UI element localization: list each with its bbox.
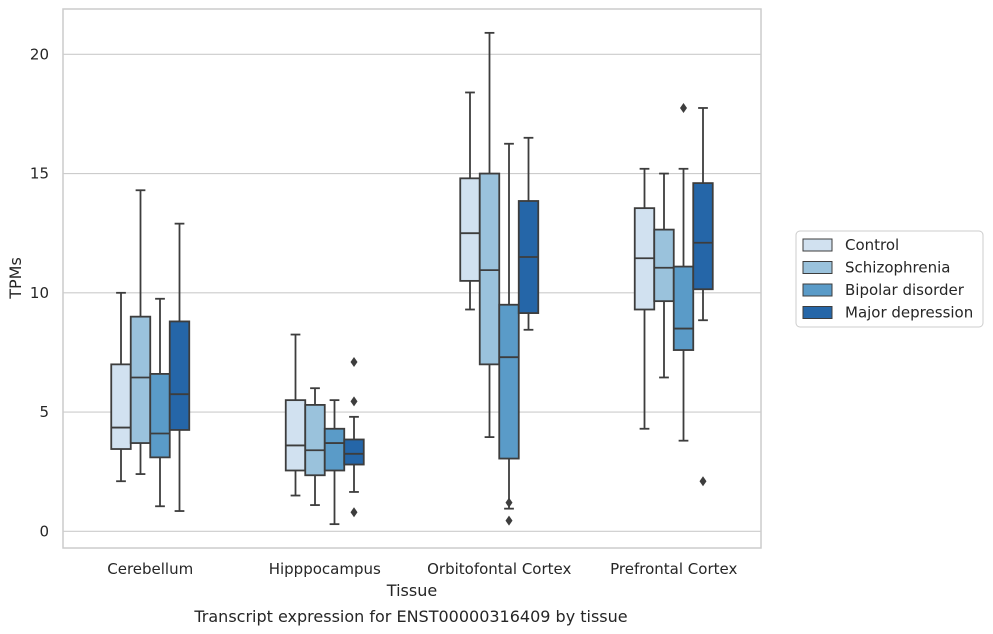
legend-label: Control bbox=[845, 236, 899, 254]
y-tick-label: 10 bbox=[30, 284, 49, 302]
iqr-box bbox=[110, 363, 132, 450]
x-tick-label: Orbitofontal Cortex bbox=[427, 560, 571, 578]
tick-labels: 0 5 10 15 20 Cerebellum Hipppocampus Orbitofont… bbox=[30, 45, 738, 578]
iqr-box bbox=[323, 427, 346, 472]
box-schizophrenia bbox=[653, 172, 675, 379]
box-bipolar-disorder bbox=[149, 297, 171, 508]
box-bipolar-disorder bbox=[323, 399, 346, 526]
x-tick-label: Prefrontal Cortex bbox=[610, 560, 737, 578]
y-tick-label: 20 bbox=[30, 45, 49, 63]
legend-swatch bbox=[802, 238, 833, 252]
iqr-box bbox=[304, 404, 326, 477]
legend-label: Major depression bbox=[845, 304, 973, 322]
iqr-box bbox=[459, 177, 481, 282]
legend-label: Schizophrenia bbox=[845, 259, 950, 277]
legend-label: Bipolar disorder bbox=[845, 281, 965, 299]
x-tick-label: Cerebellum bbox=[107, 560, 193, 578]
outlier-point bbox=[680, 102, 687, 113]
x-tick-label: Hipppocampus bbox=[269, 560, 381, 578]
box-schizophrenia bbox=[129, 189, 152, 475]
outlier-point bbox=[505, 515, 513, 526]
box-control bbox=[284, 333, 307, 497]
iqr-box bbox=[672, 265, 695, 351]
iqr-box bbox=[149, 372, 171, 459]
outlier-point bbox=[699, 476, 707, 487]
box-control bbox=[633, 167, 656, 430]
outlier-point bbox=[350, 356, 358, 367]
box-major-depression bbox=[517, 136, 540, 331]
boxes bbox=[110, 31, 714, 526]
iqr-box bbox=[478, 172, 501, 366]
box-bipolar-disorder bbox=[672, 102, 695, 442]
iqr-box bbox=[168, 320, 191, 431]
box-schizophrenia bbox=[304, 387, 326, 506]
legend-swatch bbox=[802, 306, 833, 319]
y-axis-title: TPMs bbox=[6, 257, 25, 300]
iqr-box bbox=[653, 228, 675, 303]
chart-caption: Transcript expression for ENST0000031640… bbox=[193, 607, 627, 626]
box-major-depression bbox=[343, 356, 365, 518]
x-axis-title: Tissue bbox=[386, 581, 437, 600]
plot-frame bbox=[62, 8, 762, 549]
outlier-point bbox=[350, 396, 358, 407]
iqr-box bbox=[692, 182, 714, 291]
box-control bbox=[110, 291, 132, 483]
legend: Control Schizophrenia Bipolar disorder Majo… bbox=[795, 230, 984, 328]
legend-swatch bbox=[802, 283, 833, 297]
legend-swatch bbox=[802, 261, 833, 274]
legend-frame bbox=[795, 230, 984, 328]
y-tick-label: 15 bbox=[30, 165, 49, 183]
iqr-box bbox=[284, 399, 307, 472]
box-major-depression bbox=[168, 222, 191, 512]
y-tick-label: 5 bbox=[39, 403, 49, 421]
iqr-box bbox=[343, 438, 365, 466]
y-tick-label: 0 bbox=[39, 522, 49, 540]
iqr-box bbox=[498, 303, 520, 460]
box-schizophrenia bbox=[478, 31, 501, 438]
box-major-depression bbox=[692, 107, 714, 487]
box-bipolar-disorder bbox=[498, 142, 520, 526]
box-control bbox=[459, 91, 481, 311]
iqr-box bbox=[129, 315, 152, 444]
outlier-point bbox=[350, 507, 358, 518]
outlier-point bbox=[505, 497, 513, 508]
